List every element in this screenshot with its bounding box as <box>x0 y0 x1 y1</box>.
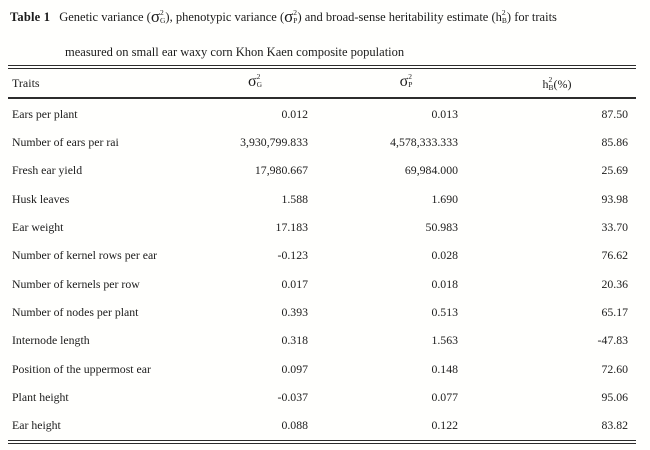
table-row: Plant height -0.037 0.077 95.06 <box>8 383 636 411</box>
table-row: Position of the uppermost ear 0.097 0.14… <box>8 355 636 383</box>
genetic-variance-cell: 17,980.667 <box>254 163 308 178</box>
table-body: Ears per plant 0.012 0.013 87.50 Number … <box>8 100 636 440</box>
caption-line-2: measured on small ear waxy corn Khon Kae… <box>65 45 405 59</box>
percent-unit: (%) <box>553 76 572 91</box>
subscript-p: P <box>293 16 298 25</box>
heritability-cell: 72.60 <box>601 361 628 376</box>
table-bottom-rule <box>8 440 636 444</box>
phenotypic-variance-cell: 4,578,333.333 <box>390 134 458 149</box>
caption-text-2: ), phenotypic variance ( <box>165 10 285 24</box>
phenotypic-variance-cell: 0.028 <box>431 248 458 263</box>
trait-name-cell: Number of kernels per row <box>12 276 140 291</box>
genetic-variance-cell: 0.318 <box>281 333 308 348</box>
genetic-variance-cell: 0.097 <box>281 361 308 376</box>
genetic-variance-cell: 3,930,799.833 <box>240 134 308 149</box>
genetic-variance-cell: 17.183 <box>275 219 308 234</box>
table-row: Fresh ear yield 17,980.667 69,984.000 25… <box>8 157 636 185</box>
table-top-rule <box>8 65 636 69</box>
heritability-cell: 95.06 <box>601 389 628 404</box>
caption-text-1: Genetic variance ( <box>59 10 151 24</box>
superscript-2: 2 <box>159 8 164 18</box>
phenotypic-variance-cell: 50.983 <box>425 219 458 234</box>
table-row: Number of nodes per plant 0.393 0.513 65… <box>8 298 636 326</box>
superscript-2: 2 <box>501 8 506 18</box>
trait-name-cell: Number of ears per rai <box>12 134 119 149</box>
table-row: Ear weight 17.183 50.983 33.70 <box>8 213 636 241</box>
phenotypic-variance-cell: 0.513 <box>431 304 458 319</box>
table-header-rule <box>8 97 636 99</box>
genetic-variance-cell: -0.037 <box>277 389 308 404</box>
trait-name-cell: Ear weight <box>12 219 64 234</box>
genetic-variance-cell: 0.012 <box>281 106 308 121</box>
table-row: Internode length 0.318 1.563 -47.83 <box>8 327 636 355</box>
trait-name-cell: Number of kernel rows per ear <box>12 248 158 263</box>
subscript-b: B <box>501 16 507 25</box>
genetic-variance-cell: 1.588 <box>281 191 308 206</box>
heritability-cell: 93.98 <box>601 191 628 206</box>
trait-name-cell: Ear height <box>12 418 61 433</box>
superscript-2: 2 <box>293 8 298 18</box>
phenotypic-variance-cell: 0.148 <box>431 361 458 376</box>
caption-text-3: ) and broad-sense heritability estimate … <box>297 10 496 24</box>
trait-name-cell: Ears per plant <box>12 106 78 121</box>
phenotypic-variance-cell: 0.077 <box>431 389 458 404</box>
phenotypic-variance-cell: 0.013 <box>431 106 458 121</box>
genetic-variance-cell: 0.088 <box>281 418 308 433</box>
table-row: Number of kernel rows per ear -0.123 0.0… <box>8 242 636 270</box>
table-row: Husk leaves 1.588 1.690 93.98 <box>8 185 636 213</box>
heritability-cell: -47.83 <box>597 333 628 348</box>
trait-name-cell: Plant height <box>12 389 69 404</box>
caption-line-1: Table 1 Genetic variance (σ 2 G), phenotypi… <box>10 7 642 26</box>
table-row: Number of kernels per row 0.017 0.018 20… <box>8 270 636 298</box>
trait-name-cell: Husk leaves <box>12 191 70 206</box>
heritability-cell: 33.70 <box>601 219 628 234</box>
table-number-label: Table 1 <box>10 10 51 24</box>
trait-name-cell: Fresh ear yield <box>12 163 83 178</box>
heritability-cell: 85.86 <box>601 134 628 149</box>
column-header-heritability: h 2 B (%) <box>542 75 572 92</box>
genetic-variance-cell: -0.123 <box>277 248 308 263</box>
trait-name-cell: Internode length <box>12 333 90 348</box>
trait-name-cell: Position of the uppermost ear <box>12 361 151 376</box>
heritability-cell: 65.17 <box>601 304 628 319</box>
caption-text-4: ) for traits <box>506 10 557 24</box>
table-row: Ear height 0.088 0.122 83.82 <box>8 412 636 440</box>
subscript-g: G <box>159 16 166 25</box>
table-caption: Table 1 Genetic variance (σ 2 G), phenotypi… <box>10 7 642 60</box>
phenotypic-variance-cell: 1.563 <box>431 333 458 348</box>
trait-name-cell: Number of nodes per plant <box>12 304 139 319</box>
phenotypic-variance-cell: 69,984.000 <box>404 163 458 178</box>
heritability-cell: 76.62 <box>601 248 628 263</box>
phenotypic-variance-cell: 1.690 <box>431 191 458 206</box>
genetic-variance-cell: 0.017 <box>281 276 308 291</box>
column-header-traits: Traits <box>12 76 40 90</box>
genetic-variance-cell: 0.393 <box>281 304 308 319</box>
phenotypic-variance-cell: 0.122 <box>431 418 458 433</box>
heritability-cell: 20.36 <box>601 276 628 291</box>
heritability-cell: 83.82 <box>601 418 628 433</box>
heritability-cell: 87.50 <box>601 106 628 121</box>
heritability-cell: 25.69 <box>601 163 628 178</box>
table-row: Ears per plant 0.012 0.013 87.50 <box>8 100 636 128</box>
phenotypic-variance-cell: 0.018 <box>431 276 458 291</box>
table-row: Number of ears per rai 3,930,799.833 4,5… <box>8 128 636 156</box>
